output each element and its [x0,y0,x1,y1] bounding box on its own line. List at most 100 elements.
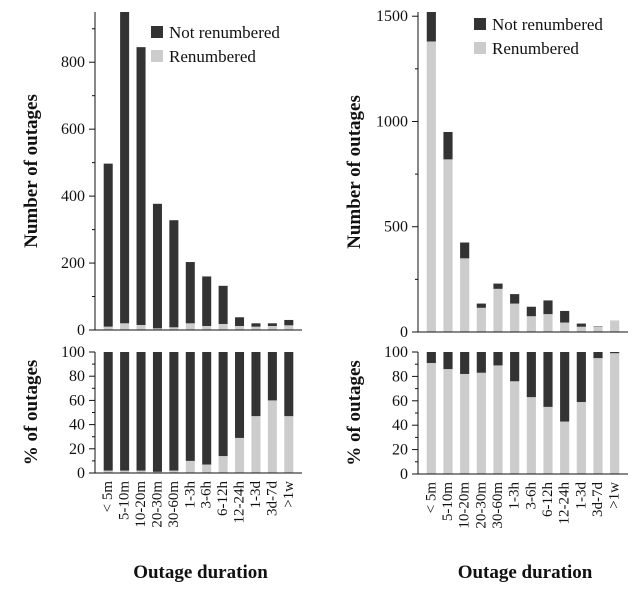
left-pct-y-tick-label-1: 20 [69,441,85,458]
right-pct-y-tick-label-1: 20 [392,442,408,459]
left-pct-bar-not-renumbered-3 [152,352,162,472]
right-pct-category-label-7: 6-12h [540,482,556,517]
left-pct-y-tick-label-4: 80 [69,368,85,385]
left-pct-bar-not-renumbered-1 [120,352,130,471]
left-pct-y-tick-label-2: 40 [69,417,85,434]
right-pct-y-tick-label-2: 40 [392,417,408,434]
right-pct-bar-renumbered-1 [443,369,453,474]
left-count-bar-renumbered-5 [185,323,195,330]
left-pct-bar-renumbered-2 [136,470,146,473]
left-count-bar-not-renumbered-2 [136,47,146,325]
left-pct-bar-renumbered-8 [235,437,245,473]
right-pct-category-label-5: 1-3h [507,482,523,510]
left-count-y-tick-label-2: 400 [61,188,85,205]
left-pct-bar-renumbered-3 [152,471,162,473]
left-count-bar-renumbered-7 [218,323,228,330]
right-pct-bar-renumbered-5 [510,381,520,474]
right-pct-bar-not-renumbered-9 [576,352,586,403]
left-pct-bar-renumbered-11 [284,416,294,473]
right-pct-bar-not-renumbered-3 [476,352,486,373]
right-pct-y-tick-label-3: 60 [392,393,408,410]
right-x-axis-title: Outage duration [458,562,593,583]
right-pct-bar-not-renumbered-8 [560,352,570,422]
left-legend-swatch-not-renumbered [151,26,163,38]
left-count-bar-not-renumbered-10 [267,323,277,326]
right-count-bar-not-renumbered-6 [526,306,536,317]
right-pct-bar-renumbered-7 [543,406,553,474]
right-pct-y-tick-label-5: 100 [384,344,408,361]
right-legend-swatch-renumbered [474,42,486,54]
left-pct-category-label-1: 5-10m [117,481,133,520]
left-pct-bar-not-renumbered-6 [202,352,212,465]
left-pct-category-label-7: 6-12h [215,481,231,516]
left-pct-bar-renumbered-1 [120,470,130,473]
left-pct-bar-not-renumbered-9 [251,352,261,417]
right-count-y-axis-title: Number of outages [344,95,365,249]
left-count-bar-renumbered-11 [284,325,294,330]
left-pct-bar-not-renumbered-7 [218,352,228,457]
left-pct-bar-renumbered-6 [202,464,212,473]
right-pct-category-label-8: 12-24h [557,482,573,525]
right-count-bar-renumbered-8 [560,322,570,332]
left-count-y-tick-label-4: 800 [61,54,85,71]
left-pct-category-label-9: 1-3d [248,481,264,509]
left-count-bar-not-renumbered-5 [185,262,195,324]
right-count-bar-not-renumbered-9 [576,323,586,327]
left-count-bar-renumbered-1 [120,323,130,330]
left-count-bar-not-renumbered-8 [235,317,245,326]
right-count-bar-renumbered-7 [543,314,553,332]
right-pct-category-label-10: 3d-7d [590,482,606,517]
right-count-y-tick-label-3: 1500 [376,8,408,25]
right-pct-category-label-4: 30-60m [490,482,506,529]
left-count-y-axis-title: Number of outages [21,94,42,248]
right-count-bar-not-renumbered-2 [460,242,470,259]
left-pct-bar-renumbered-7 [218,456,228,473]
right-count-bar-not-renumbered-3 [476,303,486,308]
left-pct-category-label-3: 20-30m [149,481,165,528]
left-pct-category-label-4: 30-60m [166,481,182,528]
left-pct-category-label-2: 10-20m [133,481,149,528]
right-pct-bar-renumbered-6 [526,397,536,474]
right-pct-bar-renumbered-9 [576,402,586,474]
left-count-y-tick-label-1: 200 [61,255,85,272]
left-legend-label-renumbered: Renumbered [169,47,256,66]
right-pct-bar-renumbered-10 [593,358,603,474]
left-count-bar-not-renumbered-1 [120,12,130,324]
left-pct-category-label-8: 12-24h [232,481,248,524]
right-legend-label-renumbered: Renumbered [492,39,579,58]
left-count-y-tick-label-0: 0 [77,322,85,339]
right-count-bar-renumbered-0 [426,41,436,332]
left-pct-category-label-11: >1w [281,481,297,508]
right-count-bar-not-renumbered-7 [543,300,553,315]
right-count-bar-not-renumbered-8 [560,310,570,323]
right-pct-bar-not-renumbered-5 [510,352,520,382]
right-count-y-tick-label-1: 500 [384,219,408,236]
right-pct-category-label-2: 10-20m [457,482,473,529]
right-count-y-tick-label-0: 0 [400,324,408,341]
left-pct-category-label-6: 3-6h [199,481,215,509]
left-pct-category-label-10: 3d-7d [264,481,280,516]
right-pct-y-tick-label-0: 0 [400,466,408,483]
right-count-bar-not-renumbered-5 [510,294,520,304]
left-pct-y-tick-label-0: 0 [77,465,85,482]
left-legend-label-not-renumbered: Not renumbered [169,23,280,42]
right-count-bar-renumbered-3 [476,307,486,332]
left-legend-swatch-renumbered [151,50,163,62]
left-pct-bar-not-renumbered-4 [169,352,179,471]
right-count-bar-renumbered-6 [526,316,536,332]
left-count-bar-not-renumbered-9 [251,323,261,327]
right-count-bar-renumbered-2 [460,258,470,332]
right-count-bar-renumbered-10 [593,326,603,332]
right-pct-category-label-6: 3-6h [523,482,539,510]
right-count-bar-renumbered-1 [443,159,453,332]
left-pct-bar-renumbered-9 [251,416,261,473]
left-x-axis-title: Outage duration [133,562,268,583]
left-pct-bar-not-renumbered-10 [267,352,277,401]
left-pct-bar-not-renumbered-5 [185,352,195,461]
left-count-bar-renumbered-4 [169,327,179,330]
right-count-bar-renumbered-5 [510,303,520,332]
left-pct-bar-renumbered-10 [267,400,277,473]
left-count-bar-renumbered-2 [136,324,146,330]
right-count-bar-not-renumbered-4 [493,283,503,289]
